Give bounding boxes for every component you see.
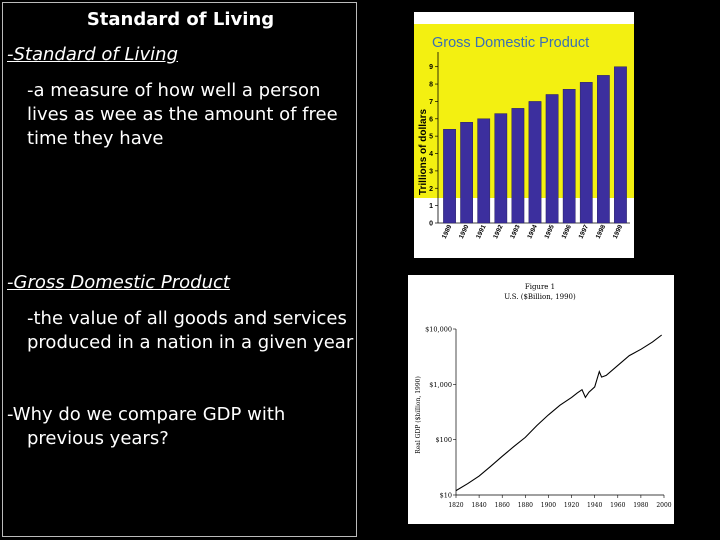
line-chart-x-tick-label: 1980 <box>633 502 648 509</box>
bar-1990 <box>460 122 473 224</box>
question-line-1: -Why do we compare GDP with <box>7 404 286 425</box>
bar-1989 <box>443 129 456 224</box>
line-chart-title: Figure 1 <box>525 283 555 291</box>
bar-1993 <box>511 108 525 224</box>
bar-chart-title: Gross Domestic Product <box>432 35 589 51</box>
bar-chart-y-tick-label: 6 <box>429 116 433 123</box>
line-chart-x-tick-label: 1900 <box>541 502 556 509</box>
bar-1995 <box>545 94 559 224</box>
bar-1991 <box>477 118 491 224</box>
line-chart-subtitle: U.S. ($Billion, 1990) <box>504 293 576 301</box>
definition-standard-line-3: time they have <box>27 128 164 149</box>
bar-chart-y-tick-label: 7 <box>429 99 433 106</box>
line-chart-x-tick-label: 1820 <box>448 502 463 509</box>
bar-1992 <box>494 113 508 224</box>
bar-chart-y-tick-label: 3 <box>429 168 433 175</box>
definition-gdp-line-2: produced in a nation in a given year <box>27 332 354 353</box>
bar-1998 <box>597 75 610 224</box>
line-chart-x-tick-label: 1940 <box>587 502 602 509</box>
bar-chart-y-tick-label: 5 <box>429 134 433 141</box>
bar-chart-y-tick-label: 0 <box>429 221 433 228</box>
heading-standard-of-living: -Standard of Living <box>7 44 179 65</box>
bar-chart-y-tick-label: 1 <box>429 203 433 210</box>
line-chart-y-tick-label: $100 <box>435 436 452 444</box>
bar-1997 <box>579 82 593 224</box>
bar-chart-y-tick-label: 2 <box>429 186 433 193</box>
bar-chart-y-tick-label: 4 <box>429 151 433 158</box>
bar-1994 <box>528 101 542 224</box>
bar-chart-y-tick-label: 9 <box>429 64 433 71</box>
line-chart-x-tick-label: 1960 <box>610 502 625 509</box>
line-chart-y-tick-label: $10,000 <box>425 326 452 334</box>
bar-1999 <box>614 66 627 224</box>
line-chart-y-axis-label: Real GDP ($billion, 1990) <box>415 376 422 454</box>
gdp-line-chart: Figure 1 U.S. ($Billion, 1990) Real GDP … <box>408 275 674 524</box>
heading-gdp: -Gross Domestic Product <box>7 272 230 293</box>
line-chart-y-tick-label: $10 <box>440 492 452 500</box>
line-chart-x-tick-label: 1840 <box>471 502 486 509</box>
line-chart-x-tick-label: 1880 <box>518 502 533 509</box>
definition-standard-line-2: lives as wee as the amount of free <box>27 104 338 125</box>
bar-chart-y-axis-label: Trillions of dollars <box>418 109 429 196</box>
text-panel: Standard of Living -Standard of Living -… <box>2 2 357 537</box>
line-chart-x-tick-label: 2000 <box>656 502 671 509</box>
slide-title: Standard of Living <box>86 9 275 30</box>
gdp-bar-chart: Gross Domestic Product Trillions of doll… <box>414 12 634 258</box>
bar-1996 <box>562 89 576 224</box>
line-chart-x-tick-label: 1920 <box>564 502 579 509</box>
question-line-2: previous years? <box>27 428 169 449</box>
definition-gdp-line-1: -the value of all goods and services <box>27 308 347 329</box>
line-chart-frame <box>408 275 674 524</box>
bar-chart-y-tick-label: 8 <box>429 82 433 89</box>
definition-standard-line-1: -a measure of how well a person <box>27 80 321 101</box>
line-chart-y-tick-label: $1,000 <box>429 381 452 389</box>
line-chart-x-tick-label: 1860 <box>495 502 510 509</box>
line-chart-series-real-gdp <box>455 334 663 492</box>
